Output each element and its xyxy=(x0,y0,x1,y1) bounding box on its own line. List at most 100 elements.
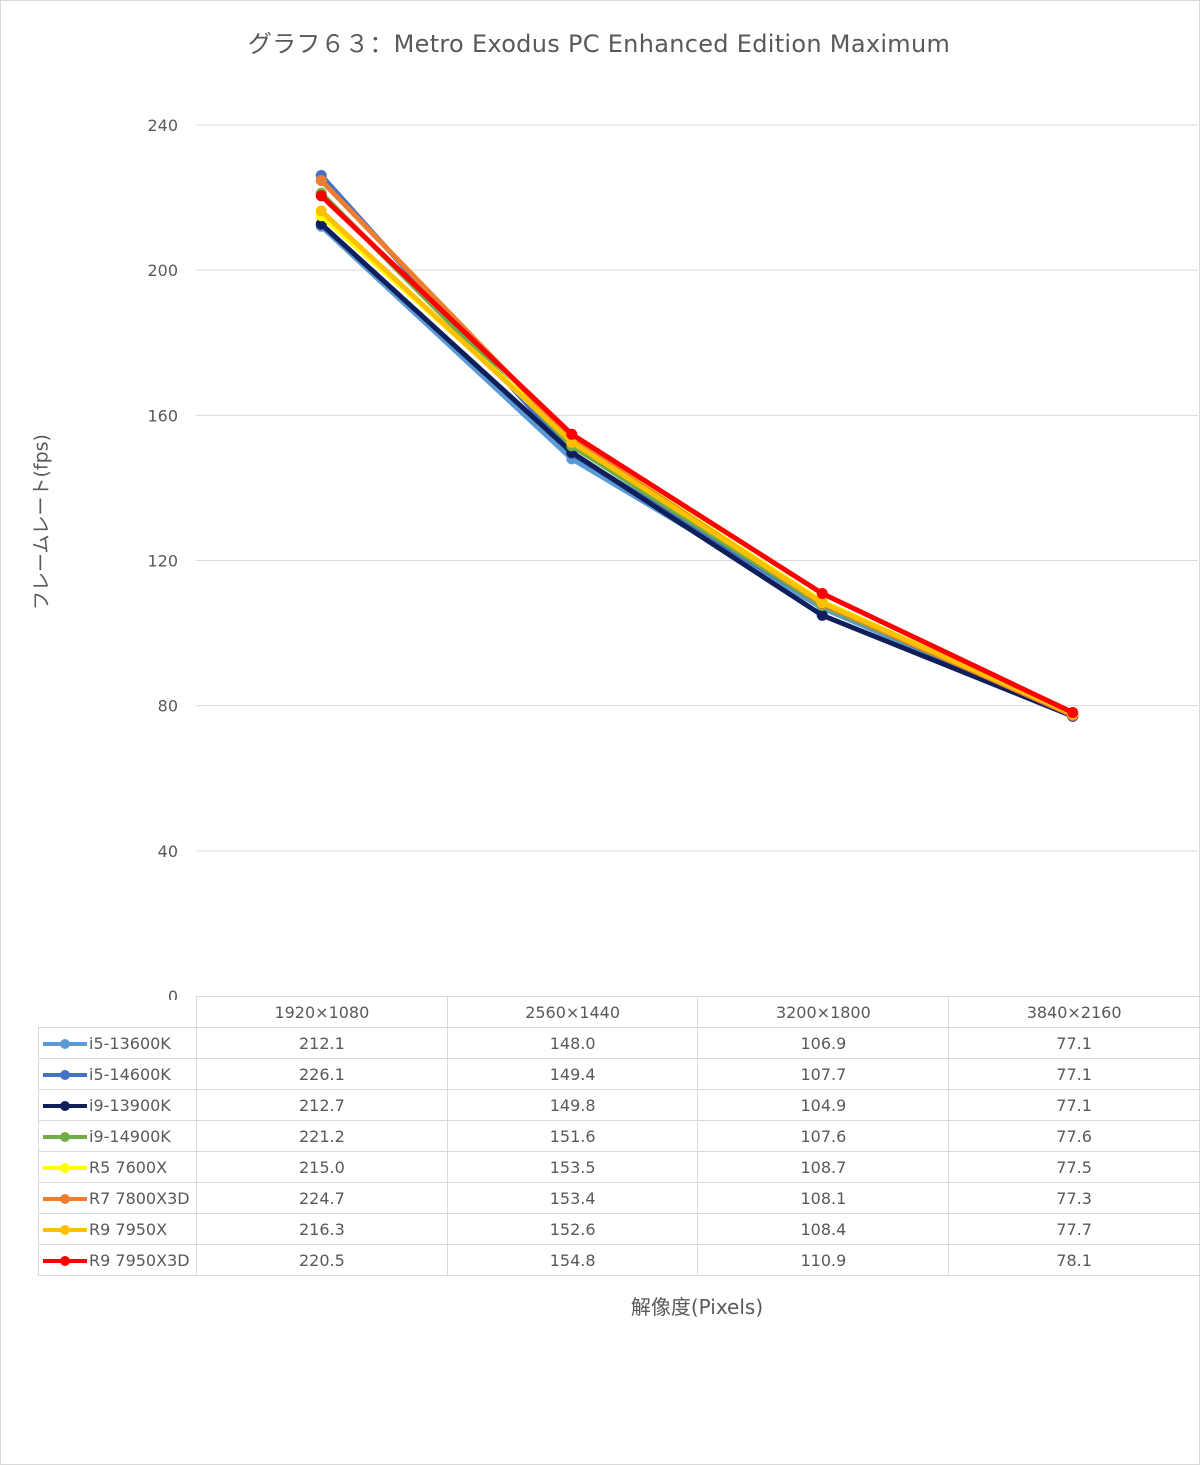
table-cell: 149.8 xyxy=(446,1089,699,1121)
table-cell: 148.0 xyxy=(446,1027,699,1059)
table-cell: 78.1 xyxy=(948,1244,1200,1276)
table-cell: 226.1 xyxy=(195,1058,448,1090)
gridlines xyxy=(196,124,1198,852)
table-cell: 221.2 xyxy=(195,1120,448,1152)
table-cell: 104.9 xyxy=(697,1089,950,1121)
y-tick-label: 40 xyxy=(158,842,178,861)
series-line xyxy=(319,222,1074,719)
data-point xyxy=(566,428,578,440)
series-line xyxy=(319,209,1074,717)
table-cell: 212.7 xyxy=(195,1089,448,1121)
table-cell: 224.7 xyxy=(195,1182,448,1214)
data-point xyxy=(315,190,327,202)
table-cell: 220.5 xyxy=(195,1244,448,1276)
table-cell: 216.3 xyxy=(195,1213,448,1245)
legend-marker xyxy=(60,1100,70,1111)
table-cell: 149.4 xyxy=(446,1058,699,1090)
y-tick-label: 80 xyxy=(158,697,178,716)
legend-marker xyxy=(60,1131,70,1142)
legend-marker xyxy=(60,1224,70,1235)
legend-key: R7 7800X3D xyxy=(38,1182,197,1214)
data-point xyxy=(315,205,327,217)
y-tick-label: 120 xyxy=(147,552,178,571)
table-cell: 108.4 xyxy=(697,1213,950,1245)
series-line xyxy=(319,178,1074,718)
legend-label: i9-13900K xyxy=(89,1096,171,1115)
plot-area: 0 40 80 120 160 200 240 xyxy=(147,116,1198,1000)
table-cell: 77.5 xyxy=(948,1151,1200,1183)
legend-label: i9-14900K xyxy=(89,1127,171,1146)
legend-label: R7 7800X3D xyxy=(89,1189,190,1208)
legend-marker xyxy=(60,1162,70,1173)
table-row: R9 7950X 216.3 152.6 108.4 77.7 xyxy=(38,1213,1200,1245)
table-cell: 215.0 xyxy=(195,1151,448,1183)
table-cell: 212.1 xyxy=(195,1027,448,1059)
legend-label: i5-14600K xyxy=(89,1065,171,1084)
data-point xyxy=(816,609,828,621)
chart-title: グラフ６３：Metro Exodus PC Enhanced Edition M… xyxy=(247,30,951,58)
table-cell: 108.7 xyxy=(697,1151,950,1183)
table-cell: 110.9 xyxy=(697,1244,950,1276)
series-lines xyxy=(315,169,1079,722)
table-row: R7 7800X3D 224.7 153.4 108.1 77.3 xyxy=(38,1182,1200,1214)
legend-swatch xyxy=(43,1131,87,1142)
x-category-label: 2560×1440 xyxy=(446,996,699,1028)
table-header-row: 1920×1080 2560×1440 3200×1800 3840×2160 xyxy=(38,996,1200,1028)
data-point xyxy=(566,436,578,448)
table-cell: 154.8 xyxy=(446,1244,699,1276)
y-tick-labels: 0 40 80 120 160 200 240 xyxy=(147,116,178,1000)
table-row: i9-14900K 221.2 151.6 107.6 77.6 xyxy=(38,1120,1200,1152)
legend-label: R9 7950X xyxy=(89,1220,168,1239)
legend-marker xyxy=(60,1255,70,1266)
table-cell: 77.1 xyxy=(948,1058,1200,1090)
data-table: 1920×1080 2560×1440 3200×1800 3840×2160 i5-1… xyxy=(38,996,1200,1276)
series-line xyxy=(319,173,1074,719)
series-r5-7600x xyxy=(315,210,1079,721)
table-cell: 77.3 xyxy=(948,1182,1200,1214)
legend-key: i9-13900K xyxy=(38,1089,197,1121)
series-r9-7950x3d xyxy=(315,190,1079,719)
table-cell: 152.6 xyxy=(446,1213,699,1245)
series-r7-7800x3d xyxy=(315,175,1079,721)
table-cell: 151.6 xyxy=(446,1120,699,1152)
legend-key: R5 7600X xyxy=(38,1151,197,1183)
legend-label: R5 7600X xyxy=(89,1158,168,1177)
legend-swatch xyxy=(43,1255,87,1266)
table-row: i9-13900K 212.7 149.8 104.9 77.1 xyxy=(38,1089,1200,1121)
series-i5-14600k xyxy=(315,169,1079,722)
series-line xyxy=(319,213,1074,718)
legend-swatch xyxy=(43,1162,87,1173)
x-axis-label: 解像度(Pixels) xyxy=(630,1295,764,1319)
x-category-label: 1920×1080 xyxy=(195,996,448,1028)
table-cell: 107.7 xyxy=(697,1058,950,1090)
data-point xyxy=(816,597,828,609)
table-cell: 77.1 xyxy=(948,1027,1200,1059)
legend-swatch xyxy=(43,1224,87,1235)
table-cell: 153.5 xyxy=(446,1151,699,1183)
table-row: R9 7950X3D 220.5 154.8 110.9 78.1 xyxy=(38,1244,1200,1276)
series-i9-13900k xyxy=(315,218,1079,722)
table-cell: 108.1 xyxy=(697,1182,950,1214)
table-cell: 106.9 xyxy=(697,1027,950,1059)
x-category-label: 3200×1800 xyxy=(697,996,950,1028)
legend-marker xyxy=(60,1193,70,1204)
legend-key: i5-13600K xyxy=(38,1027,197,1059)
legend-label: i5-13600K xyxy=(89,1034,171,1053)
table-cell: 77.7 xyxy=(948,1213,1200,1245)
legend-swatch xyxy=(43,1193,87,1204)
table-cell: 153.4 xyxy=(446,1182,699,1214)
table-row: i5-14600K 226.1 149.4 107.7 77.1 xyxy=(38,1058,1200,1090)
legend-key: i5-14600K xyxy=(38,1058,197,1090)
series-line xyxy=(319,191,1074,717)
y-tick-label: 160 xyxy=(147,406,178,425)
y-tick-label: 240 xyxy=(147,116,178,135)
legend-key: i9-14900K xyxy=(38,1120,197,1152)
legend-key: R9 7950X xyxy=(38,1213,197,1245)
table-cell: 77.6 xyxy=(948,1120,1200,1152)
legend-swatch xyxy=(43,1038,87,1049)
legend-swatch xyxy=(43,1100,87,1111)
y-tick-label: 0 xyxy=(168,987,178,1000)
x-category-label: 3840×2160 xyxy=(948,996,1200,1028)
legend-key: R9 7950X3D xyxy=(38,1244,197,1276)
data-point xyxy=(816,588,828,600)
